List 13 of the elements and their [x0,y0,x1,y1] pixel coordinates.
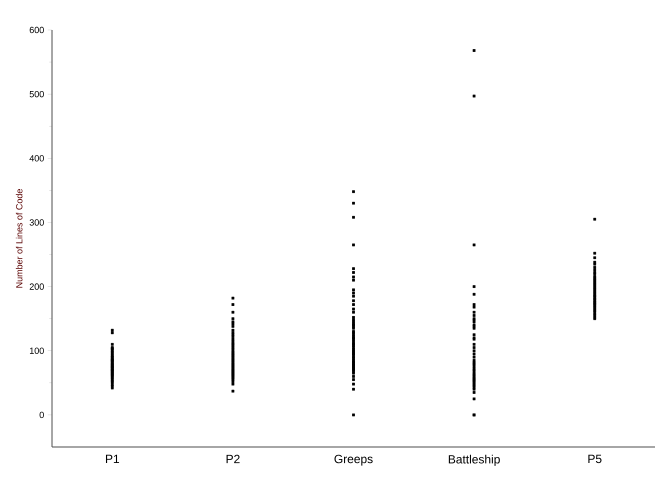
y-tick-label: 200 [30,283,44,290]
x-tick-label: Battleship [448,454,500,466]
x-tick-label: P5 [588,454,602,464]
y-tick-label: 500 [30,90,44,98]
x-tick-label: Greeps [334,454,373,466]
y-tick-label: 400 [29,155,44,162]
y-tick-label: 300 [30,219,44,226]
y-tick-label: 0 [40,412,44,418]
y-tick-label: 100 [30,348,44,354]
x-tick-label: P2 [226,454,240,464]
y-tick-label: 600 [30,26,44,34]
x-tick-label: P1 [106,454,120,463]
y-axis-title: Number of Lines of Code [16,189,22,288]
